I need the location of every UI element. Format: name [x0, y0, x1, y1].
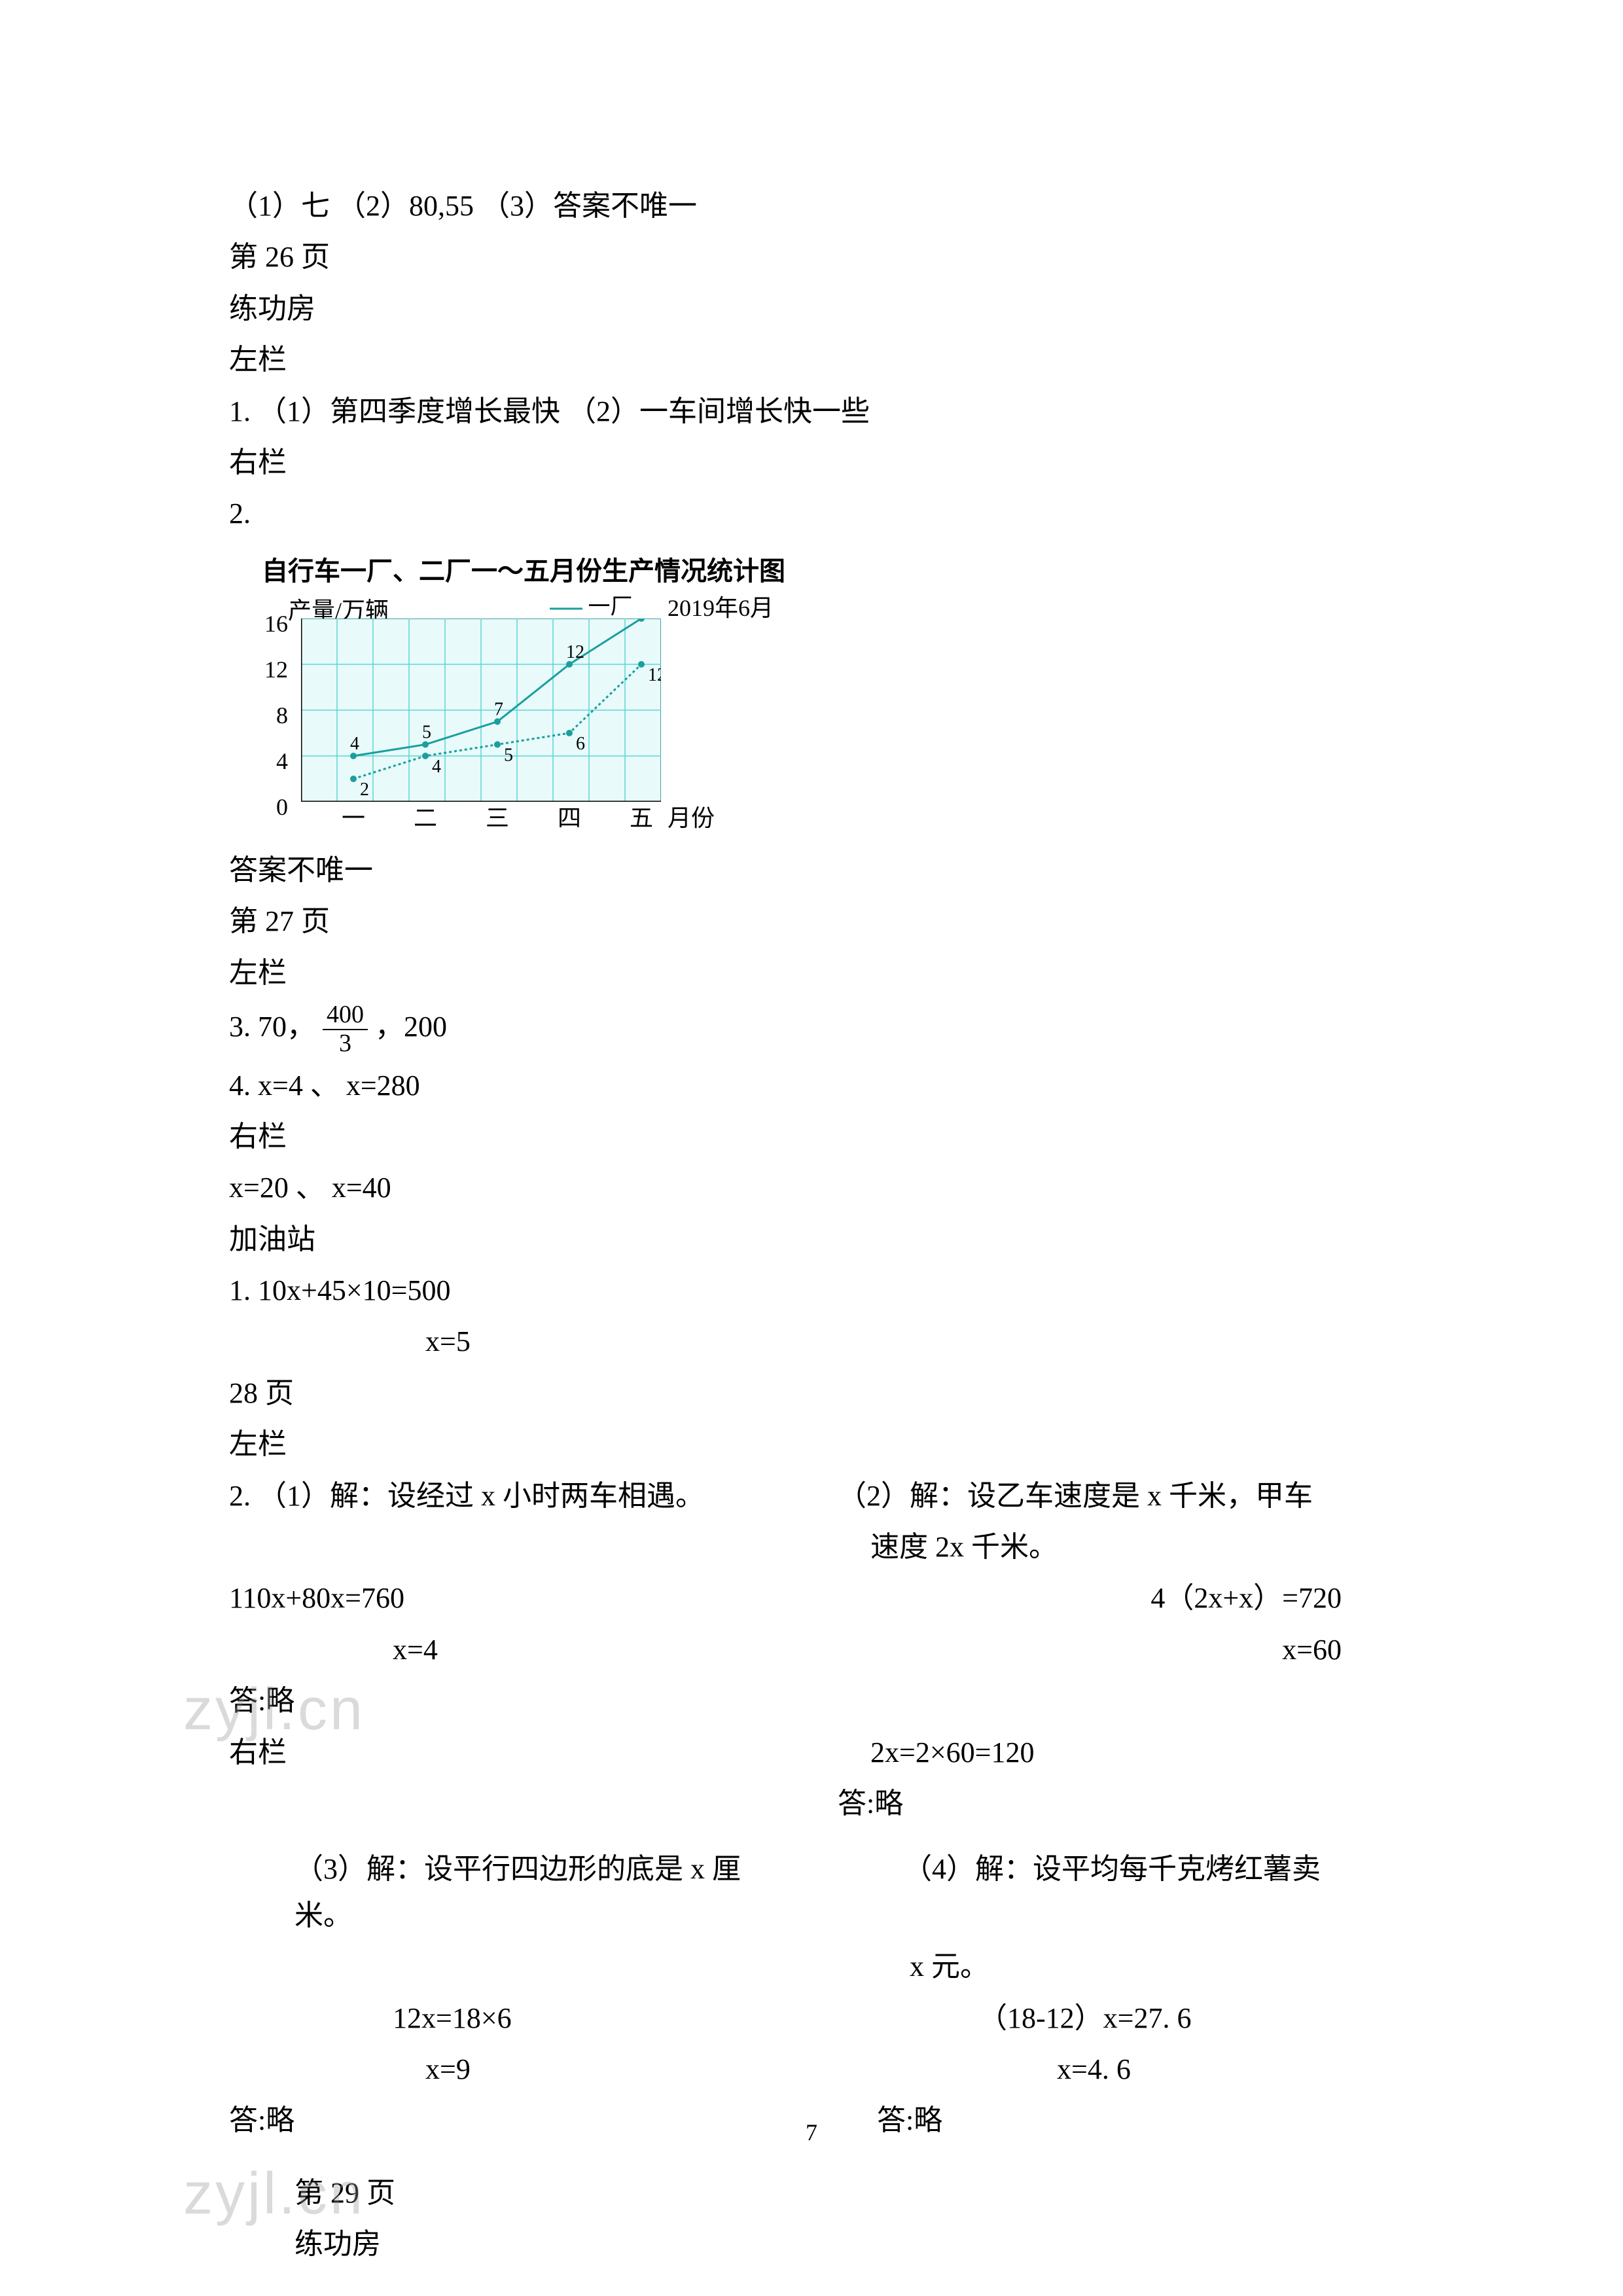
- equation: 12x=18×6: [229, 1996, 808, 2041]
- y-tick: 12: [255, 651, 288, 689]
- x-tick: 三: [471, 800, 524, 838]
- chart-container: 自行车一厂、二厂一～五月份生产情况统计图 一厂 二厂 2019年6月 产量/万辆…: [262, 550, 1394, 834]
- equation-answer: x=4. 6: [815, 2047, 1394, 2092]
- svg-text:7: 7: [494, 699, 503, 719]
- equation-answer: x=9: [229, 2047, 762, 2092]
- plot-area: 4571216245612: [301, 619, 661, 802]
- equation: 2x=2×60=120: [805, 1730, 1394, 1776]
- problem-setup: （2）解：设乙车速度是 x 千米，甲车: [838, 1473, 1394, 1519]
- answer-final: 答:略: [838, 1781, 1394, 1827]
- x-tick: 四: [543, 800, 596, 838]
- svg-text:4: 4: [350, 734, 359, 754]
- answer-line: 答案不唯一: [229, 848, 1394, 893]
- column-label: 左栏: [229, 950, 1394, 996]
- y-tick: 16: [255, 605, 288, 643]
- x-axis-label: 月份: [668, 800, 715, 838]
- answer-line: x=20 、 x=40: [229, 1165, 1394, 1211]
- problem-setup: （3）解：设平行四边形的底是 x 厘米。: [229, 1846, 785, 1939]
- equation: 110x+80x=760: [229, 1575, 759, 1621]
- answer-line: （1）七 （2）80,55 （3）答案不唯一: [229, 183, 1394, 229]
- section-label: 加油站: [229, 1217, 1394, 1263]
- page-header: 第 27 页: [229, 899, 1394, 944]
- problem-setup: 2. （1）解：设经过 x 小时两车相遇。: [229, 1473, 785, 1519]
- answer-final: 答:略: [229, 2098, 746, 2144]
- answer-final: 答:略: [229, 1678, 785, 1724]
- answer-line: x=5: [229, 1319, 1394, 1365]
- x-tick: 一: [327, 800, 380, 838]
- chart-title: 自行车一厂、二厂一～五月份生产情况统计图: [262, 550, 1394, 592]
- problem-setup: 速度 2x 千米。: [805, 1524, 1394, 1570]
- chart-box: 产量/万辆 4571216245612 月份 0481216 一二三四五: [262, 599, 720, 834]
- answer-line: 1. 10x+45×10=500: [229, 1268, 1394, 1314]
- equation: （18-12）x=27. 6: [861, 1996, 1394, 2041]
- svg-text:4: 4: [432, 757, 441, 777]
- answer-final: 答:略: [798, 2098, 1394, 2144]
- equation-answer: x=4: [229, 1627, 841, 1673]
- chart-svg: 4571216245612: [301, 619, 661, 802]
- svg-text:2: 2: [360, 780, 369, 800]
- problem-setup: （4）解：设平均每千克烤红薯卖: [838, 1846, 1394, 1939]
- svg-text:12: 12: [566, 642, 584, 662]
- y-tick: 4: [255, 743, 288, 781]
- answer-line: 1. （1）第四季度增长最快 （2）一车间增长快一些: [229, 389, 1394, 435]
- column-label: 右栏: [229, 1730, 753, 1776]
- section-label: 练功房: [229, 286, 1394, 332]
- page-header: 第 29 页: [229, 2170, 1394, 2216]
- y-tick: 0: [255, 789, 288, 827]
- fraction: 400 3: [323, 1001, 368, 1058]
- column-label: 右栏: [229, 1114, 1394, 1160]
- svg-text:5: 5: [422, 722, 431, 742]
- equation-answer: x=60: [893, 1627, 1394, 1673]
- problem-setup: x 元。: [766, 1944, 1394, 1990]
- svg-text:12: 12: [648, 665, 661, 685]
- x-tick: 五: [615, 800, 668, 838]
- page-header: 28 页: [229, 1371, 1394, 1416]
- x-tick: 二: [399, 800, 452, 838]
- y-tick: 8: [255, 697, 288, 735]
- section-label: 练功房: [229, 2221, 1394, 2267]
- answer-line: 3. 70， 400 3 ，200: [229, 1001, 1394, 1058]
- equation: 4（2x+x）=720: [812, 1575, 1394, 1621]
- svg-text:5: 5: [504, 745, 513, 765]
- page-header: 第 26 页: [229, 234, 1394, 280]
- svg-text:6: 6: [576, 734, 585, 754]
- column-label: 左栏: [229, 337, 1394, 383]
- answer-line: 4. x=4 、 x=280: [229, 1063, 1394, 1109]
- page-number: 7: [806, 2114, 817, 2152]
- answer-line: 2.: [229, 491, 1394, 537]
- column-label: 右栏: [229, 440, 1394, 486]
- column-label: 左栏: [229, 1422, 1394, 1467]
